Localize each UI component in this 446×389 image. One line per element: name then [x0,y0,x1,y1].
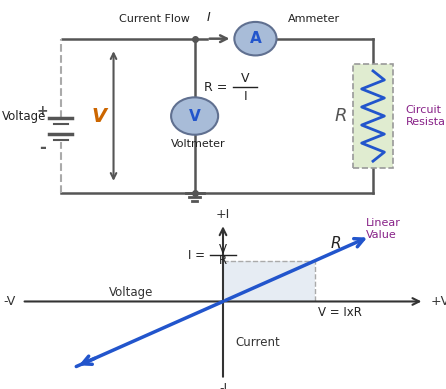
Text: Voltmeter: Voltmeter [171,138,226,149]
Text: R =: R = [204,81,231,93]
Text: Voltage: Voltage [2,110,46,123]
Text: -V: -V [3,295,16,308]
Text: V: V [241,72,250,84]
Text: I: I [207,11,211,24]
Text: R: R [334,107,347,125]
Text: R: R [219,254,227,267]
Text: V: V [219,243,227,256]
Circle shape [234,22,277,56]
Text: V: V [92,107,107,126]
Bar [353,65,393,168]
Text: -: - [39,139,46,157]
Text: V: V [189,109,201,124]
Text: Current Flow: Current Flow [119,14,190,24]
Text: Circuit
Resistance: Circuit Resistance [405,105,446,127]
Text: A: A [250,31,261,46]
Text: Current: Current [235,336,281,349]
Bar [223,261,315,301]
Circle shape [171,97,218,135]
Text: Voltage: Voltage [108,286,153,299]
Text: +V: +V [430,295,446,308]
Text: R: R [331,237,342,251]
Text: Ammeter: Ammeter [288,14,340,24]
Text: +I: +I [216,208,230,221]
Text: I =: I = [188,249,208,261]
Text: -I: -I [219,382,227,389]
Text: +: + [37,104,48,118]
Text: I: I [244,89,247,103]
Text: V = IxR: V = IxR [318,306,362,319]
Text: Linear
Value: Linear Value [366,218,401,240]
